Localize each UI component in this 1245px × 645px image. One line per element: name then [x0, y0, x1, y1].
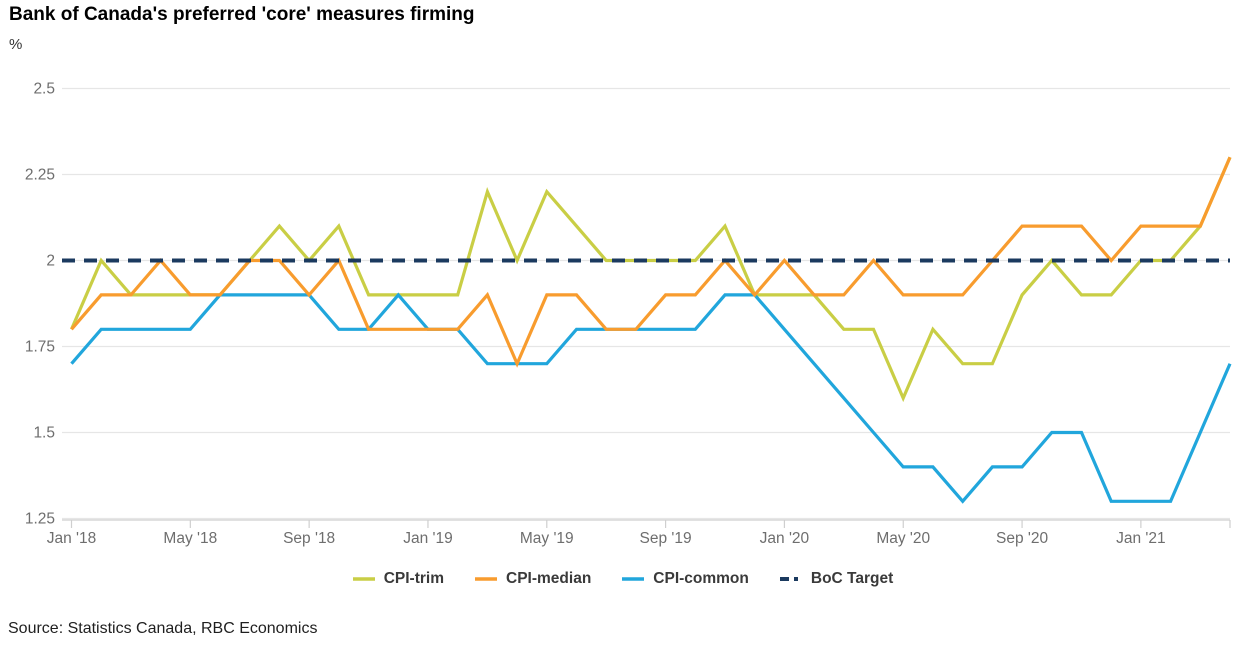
- x-axis-tick-label: Jan '21: [1116, 530, 1166, 547]
- series-line-cpi-common: [70, 292, 1232, 504]
- legend-item-cpi-common: CPI-common: [621, 570, 749, 588]
- source-note: Source: Statistics Canada, RBC Economics: [8, 620, 318, 637]
- y-axis-tick-label: 2.5: [33, 81, 55, 98]
- chart-legend: CPI-trim CPI-median CPI-common BoC Target: [0, 570, 1245, 588]
- legend-item-boc-target: BoC Target: [779, 570, 893, 588]
- legend-item-cpi-median: CPI-median: [474, 570, 591, 588]
- y-axis-tick-label: 2: [46, 253, 55, 270]
- chart-title: Bank of Canada's preferred 'core' measur…: [9, 4, 475, 25]
- legend-swatch-icon: [779, 577, 802, 581]
- x-axis-tick-label: Sep '18: [283, 530, 335, 547]
- x-axis-tick-label: Sep '20: [996, 530, 1048, 547]
- y-axis-unit-label: %: [9, 36, 23, 53]
- x-axis-tick-label: Jan '18: [47, 530, 97, 547]
- x-axis-tick-label: Jan '20: [760, 530, 810, 547]
- x-axis-tick-label: Jan '19: [403, 530, 453, 547]
- legend-label: CPI-median: [506, 570, 592, 587]
- legend-label: CPI-common: [653, 570, 749, 587]
- x-axis-tick-label: May '19: [520, 530, 574, 547]
- x-axis-tick-label: May '18: [163, 530, 217, 547]
- legend-swatch-icon: [475, 577, 498, 581]
- legend-label: CPI-trim: [383, 570, 445, 587]
- series-line-cpi-trim: [70, 156, 1232, 403]
- x-axis-tick-label: May '20: [876, 530, 930, 547]
- legend-item-cpi-trim: CPI-trim: [352, 570, 444, 588]
- y-axis-tick-label: 2.25: [25, 167, 55, 184]
- x-axis-tick-label: Sep '19: [640, 530, 692, 547]
- y-axis-tick-label: 1.5: [33, 425, 55, 442]
- y-axis-tick-label: 1.75: [25, 339, 55, 356]
- legend-swatch-icon: [622, 577, 645, 581]
- y-axis-tick-label: 1.25: [25, 511, 55, 528]
- legend-swatch-icon: [352, 577, 375, 581]
- line-chart: 2.5 2.25 2 1.75 1.5 1.25 Jan '18 May '18 Sep '18…: [25, 81, 1232, 547]
- legend-label: BoC Target: [810, 570, 894, 587]
